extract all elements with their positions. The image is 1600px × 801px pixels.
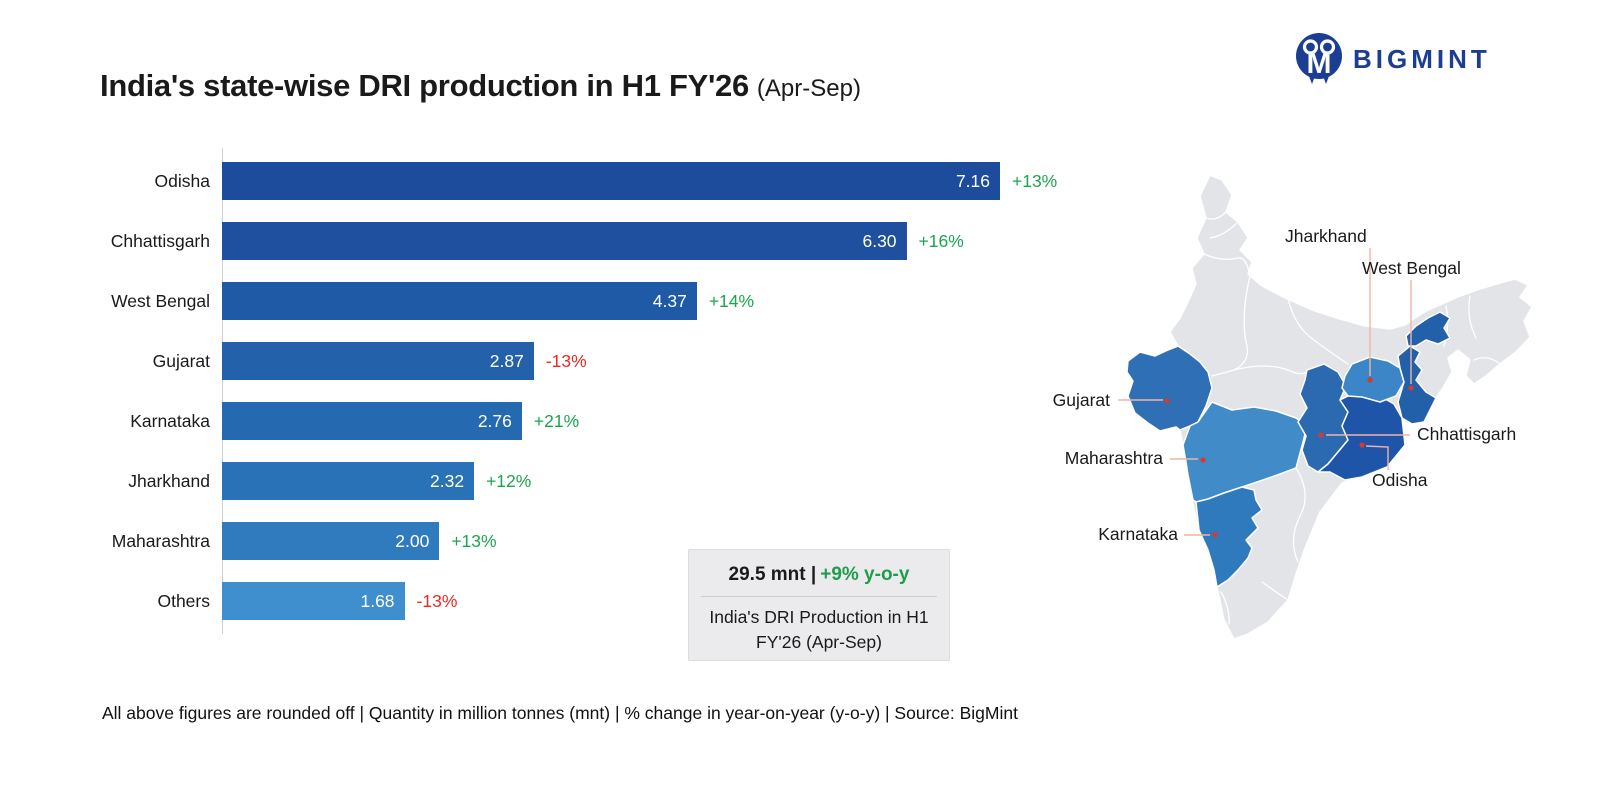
bar-value: 2.87 [489,350,524,371]
bar-label: Jharkhand [128,470,210,491]
bar-pct-change: +14% [708,290,755,311]
bar-row-gujarat: Gujarat 2.87 -13% [0,342,587,380]
bar-row-jharkhand: Jharkhand 2.32 +12% [0,462,531,500]
bar: 2.32 [222,462,475,500]
state-jharkhand [1341,356,1405,403]
map-label-west-bengal: West Bengal [1362,258,1461,278]
footer-note: All above figures are rounded off | Quan… [102,703,1018,723]
bar-value: 2.76 [477,410,512,431]
summary-caption-line2: FY'26 (Apr-Sep) [756,632,882,652]
bar-pct-change: +13% [451,530,497,551]
bar-pct-change: +21% [533,410,580,431]
summary-change: +9% y-o-y [820,564,910,585]
map-label-jharkhand: Jharkhand [1285,226,1367,246]
summary-divider [701,596,937,597]
state-borders [1203,211,1501,625]
summary-caption-line1: India's DRI Production in H1 [709,607,929,627]
bar-chart: Odisha 7.16 +13% Chhattisgarh 6.30 +16% … [0,148,1057,634]
bar-pct-change: +13% [1012,170,1058,191]
brand-logo: M BIGMINT [1294,32,1491,86]
page-title-suffix: (Apr-Sep) [756,75,861,102]
bar: 1.68 [222,582,405,620]
bigmint-logo-icon: M [1296,33,1342,84]
page-title-main: India's state-wise DRI production in H1 … [100,68,749,103]
bar-row-karnataka: Karnataka 2.76 +21% [0,402,579,440]
summary-box: 29.5 mnt | +9% y-o-y India's DRI Producti… [688,549,950,661]
bar: 2.76 [222,402,522,440]
bar: 2.87 [222,342,534,380]
bar-pct-change: -13% [545,350,587,371]
bar-value: 6.30 [862,230,897,251]
bar-pct-change: -13% [416,590,458,611]
bar-value: 2.00 [395,530,430,551]
state-karnataka [1195,486,1263,588]
state-maharashtra [1182,401,1308,503]
summary-headline: 29.5 mnt | +9% y-o-y [689,564,949,586]
map-label-maharashtra: Maharashtra [1065,448,1164,468]
chart-axis-line [222,148,223,634]
bar-label: Others [157,590,210,611]
bar-row-west-bengal: West Bengal 4.37 +14% [0,282,754,320]
bar: 7.16 [222,162,1000,200]
bar-label: Karnataka [130,410,210,431]
bar-label: West Bengal [111,290,210,311]
bar: 2.00 [222,522,440,560]
bar-value: 1.68 [360,590,395,611]
bar-pct-change: +16% [918,230,964,251]
bar-label: Odisha [154,170,210,191]
summary-total: 29.5 mnt | [728,564,817,585]
page-title: India's state-wise DRI production in H1 … [100,68,861,104]
bar: 4.37 [222,282,697,320]
bar-row-others: Others 1.68 -13% [0,582,457,620]
state-west-bengal-north [1405,311,1451,347]
bar: 6.30 [222,222,907,260]
state-west-bengal [1397,345,1437,425]
bar-value: 4.37 [652,290,687,311]
map-label-karnataka: Karnataka [1098,524,1178,544]
map-label-odisha: Odisha [1372,470,1428,490]
bar-label: Gujarat [152,350,210,371]
state-marker-dots [1164,377,1414,538]
brand-logo-text: BIGMINT [1353,43,1491,74]
map-label-gujarat: Gujarat [1053,390,1111,410]
bar-value: 2.32 [430,470,465,491]
india-map: Jharkhand West Bengal Gujarat Maharashtr… [1053,174,1533,640]
leader-lines [1118,248,1412,536]
bar-pct-change: +12% [486,470,532,491]
map-label-chhattisgarh: Chhattisgarh [1417,424,1516,444]
bar-value: 7.16 [955,170,990,191]
bar-label: Chhattisgarh [110,230,210,251]
bar-row-odisha: Odisha 7.16 +13% [0,162,1057,200]
bar-row-chhattisgarh: Chhattisgarh 6.30 +16% [0,222,964,260]
bar-row-maharashtra: Maharashtra 2.00 +13% [0,522,497,560]
bar-label: Maharashtra [111,530,210,551]
